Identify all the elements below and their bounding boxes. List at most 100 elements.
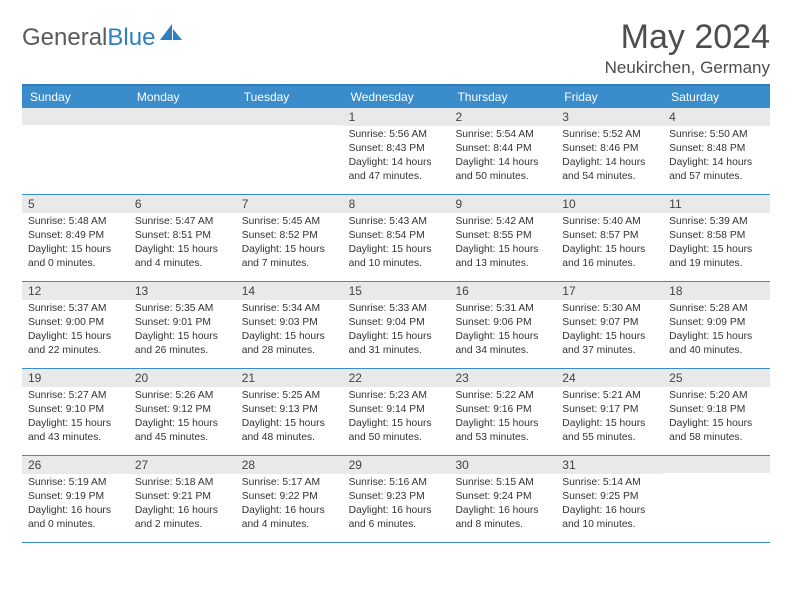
day-details: Sunrise: 5:20 AMSunset: 9:18 PMDaylight:… bbox=[663, 387, 770, 445]
dayname-sunday: Sunday bbox=[22, 86, 129, 108]
day-number: 10 bbox=[556, 195, 663, 213]
day-details: Sunrise: 5:25 AMSunset: 9:13 PMDaylight:… bbox=[236, 387, 343, 445]
brand-part2: Blue bbox=[107, 24, 155, 52]
day-cell-30: 30Sunrise: 5:15 AMSunset: 9:24 PMDayligh… bbox=[449, 456, 556, 542]
day-cell-8: 8Sunrise: 5:43 AMSunset: 8:54 PMDaylight… bbox=[343, 195, 450, 281]
week-row: 1Sunrise: 5:56 AMSunset: 8:43 PMDaylight… bbox=[22, 108, 770, 195]
day-details: Sunrise: 5:50 AMSunset: 8:48 PMDaylight:… bbox=[663, 126, 770, 184]
day-details: Sunrise: 5:22 AMSunset: 9:16 PMDaylight:… bbox=[449, 387, 556, 445]
week-row: 26Sunrise: 5:19 AMSunset: 9:19 PMDayligh… bbox=[22, 456, 770, 543]
day-cell-19: 19Sunrise: 5:27 AMSunset: 9:10 PMDayligh… bbox=[22, 369, 129, 455]
month-title: May 2024 bbox=[605, 18, 770, 57]
day-details: Sunrise: 5:42 AMSunset: 8:55 PMDaylight:… bbox=[449, 213, 556, 271]
brand-logo: GeneralBlue bbox=[22, 24, 184, 52]
title-block: May 2024 Neukirchen, Germany bbox=[605, 18, 770, 78]
day-cell-2: 2Sunrise: 5:54 AMSunset: 8:44 PMDaylight… bbox=[449, 108, 556, 194]
day-cell-15: 15Sunrise: 5:33 AMSunset: 9:04 PMDayligh… bbox=[343, 282, 450, 368]
dayname-friday: Friday bbox=[556, 86, 663, 108]
day-details: Sunrise: 5:37 AMSunset: 9:00 PMDaylight:… bbox=[22, 300, 129, 358]
day-details: Sunrise: 5:33 AMSunset: 9:04 PMDaylight:… bbox=[343, 300, 450, 358]
day-number: 17 bbox=[556, 282, 663, 300]
day-number: 1 bbox=[343, 108, 450, 126]
day-details: Sunrise: 5:40 AMSunset: 8:57 PMDaylight:… bbox=[556, 213, 663, 271]
day-number: 7 bbox=[236, 195, 343, 213]
day-number: 28 bbox=[236, 456, 343, 474]
dayname-tuesday: Tuesday bbox=[236, 86, 343, 108]
day-details: Sunrise: 5:31 AMSunset: 9:06 PMDaylight:… bbox=[449, 300, 556, 358]
day-number: 31 bbox=[556, 456, 663, 474]
day-cell-14: 14Sunrise: 5:34 AMSunset: 9:03 PMDayligh… bbox=[236, 282, 343, 368]
day-number: 27 bbox=[129, 456, 236, 474]
day-details: Sunrise: 5:56 AMSunset: 8:43 PMDaylight:… bbox=[343, 126, 450, 184]
calendar-grid: 1Sunrise: 5:56 AMSunset: 8:43 PMDaylight… bbox=[22, 108, 770, 543]
day-cell-9: 9Sunrise: 5:42 AMSunset: 8:55 PMDaylight… bbox=[449, 195, 556, 281]
day-number: 12 bbox=[22, 282, 129, 300]
day-number: 5 bbox=[22, 195, 129, 213]
day-details: Sunrise: 5:19 AMSunset: 9:19 PMDaylight:… bbox=[22, 474, 129, 532]
day-cell-23: 23Sunrise: 5:22 AMSunset: 9:16 PMDayligh… bbox=[449, 369, 556, 455]
week-row: 5Sunrise: 5:48 AMSunset: 8:49 PMDaylight… bbox=[22, 195, 770, 282]
day-details: Sunrise: 5:30 AMSunset: 9:07 PMDaylight:… bbox=[556, 300, 663, 358]
location-label: Neukirchen, Germany bbox=[605, 58, 770, 78]
day-number: 11 bbox=[663, 195, 770, 213]
week-row: 19Sunrise: 5:27 AMSunset: 9:10 PMDayligh… bbox=[22, 369, 770, 456]
day-number: 18 bbox=[663, 282, 770, 300]
dayname-monday: Monday bbox=[129, 86, 236, 108]
week-row: 12Sunrise: 5:37 AMSunset: 9:00 PMDayligh… bbox=[22, 282, 770, 369]
day-number: 9 bbox=[449, 195, 556, 213]
day-number bbox=[22, 108, 129, 125]
dayname-thursday: Thursday bbox=[449, 86, 556, 108]
day-cell-18: 18Sunrise: 5:28 AMSunset: 9:09 PMDayligh… bbox=[663, 282, 770, 368]
day-number: 22 bbox=[343, 369, 450, 387]
day-number: 19 bbox=[22, 369, 129, 387]
day-cell-12: 12Sunrise: 5:37 AMSunset: 9:00 PMDayligh… bbox=[22, 282, 129, 368]
day-details: Sunrise: 5:14 AMSunset: 9:25 PMDaylight:… bbox=[556, 474, 663, 532]
day-cell-22: 22Sunrise: 5:23 AMSunset: 9:14 PMDayligh… bbox=[343, 369, 450, 455]
day-number: 24 bbox=[556, 369, 663, 387]
day-number: 13 bbox=[129, 282, 236, 300]
brand-part1: General bbox=[22, 24, 107, 52]
day-cell-28: 28Sunrise: 5:17 AMSunset: 9:22 PMDayligh… bbox=[236, 456, 343, 542]
dayname-wednesday: Wednesday bbox=[343, 86, 450, 108]
day-cell-6: 6Sunrise: 5:47 AMSunset: 8:51 PMDaylight… bbox=[129, 195, 236, 281]
day-cell-3: 3Sunrise: 5:52 AMSunset: 8:46 PMDaylight… bbox=[556, 108, 663, 194]
header: GeneralBlue May 2024 Neukirchen, Germany bbox=[22, 18, 770, 78]
day-cell-10: 10Sunrise: 5:40 AMSunset: 8:57 PMDayligh… bbox=[556, 195, 663, 281]
day-details: Sunrise: 5:16 AMSunset: 9:23 PMDaylight:… bbox=[343, 474, 450, 532]
day-cell-20: 20Sunrise: 5:26 AMSunset: 9:12 PMDayligh… bbox=[129, 369, 236, 455]
empty-cell bbox=[22, 108, 129, 194]
calendar: SundayMondayTuesdayWednesdayThursdayFrid… bbox=[22, 84, 770, 543]
day-number: 29 bbox=[343, 456, 450, 474]
day-details: Sunrise: 5:43 AMSunset: 8:54 PMDaylight:… bbox=[343, 213, 450, 271]
day-details: Sunrise: 5:35 AMSunset: 9:01 PMDaylight:… bbox=[129, 300, 236, 358]
day-number: 21 bbox=[236, 369, 343, 387]
day-number: 14 bbox=[236, 282, 343, 300]
day-cell-27: 27Sunrise: 5:18 AMSunset: 9:21 PMDayligh… bbox=[129, 456, 236, 542]
day-cell-26: 26Sunrise: 5:19 AMSunset: 9:19 PMDayligh… bbox=[22, 456, 129, 542]
day-cell-4: 4Sunrise: 5:50 AMSunset: 8:48 PMDaylight… bbox=[663, 108, 770, 194]
day-number: 23 bbox=[449, 369, 556, 387]
day-details: Sunrise: 5:54 AMSunset: 8:44 PMDaylight:… bbox=[449, 126, 556, 184]
day-number: 20 bbox=[129, 369, 236, 387]
day-number bbox=[236, 108, 343, 125]
day-number bbox=[663, 456, 770, 473]
day-details: Sunrise: 5:27 AMSunset: 9:10 PMDaylight:… bbox=[22, 387, 129, 445]
dayname-row: SundayMondayTuesdayWednesdayThursdayFrid… bbox=[22, 86, 770, 108]
day-details: Sunrise: 5:15 AMSunset: 9:24 PMDaylight:… bbox=[449, 474, 556, 532]
day-details: Sunrise: 5:47 AMSunset: 8:51 PMDaylight:… bbox=[129, 213, 236, 271]
day-cell-7: 7Sunrise: 5:45 AMSunset: 8:52 PMDaylight… bbox=[236, 195, 343, 281]
day-cell-25: 25Sunrise: 5:20 AMSunset: 9:18 PMDayligh… bbox=[663, 369, 770, 455]
day-cell-11: 11Sunrise: 5:39 AMSunset: 8:58 PMDayligh… bbox=[663, 195, 770, 281]
day-number: 25 bbox=[663, 369, 770, 387]
day-details: Sunrise: 5:34 AMSunset: 9:03 PMDaylight:… bbox=[236, 300, 343, 358]
empty-cell bbox=[129, 108, 236, 194]
day-number: 15 bbox=[343, 282, 450, 300]
day-number: 8 bbox=[343, 195, 450, 213]
day-number: 2 bbox=[449, 108, 556, 126]
day-cell-16: 16Sunrise: 5:31 AMSunset: 9:06 PMDayligh… bbox=[449, 282, 556, 368]
day-details: Sunrise: 5:17 AMSunset: 9:22 PMDaylight:… bbox=[236, 474, 343, 532]
day-details: Sunrise: 5:39 AMSunset: 8:58 PMDaylight:… bbox=[663, 213, 770, 271]
day-cell-13: 13Sunrise: 5:35 AMSunset: 9:01 PMDayligh… bbox=[129, 282, 236, 368]
day-details: Sunrise: 5:23 AMSunset: 9:14 PMDaylight:… bbox=[343, 387, 450, 445]
day-number: 26 bbox=[22, 456, 129, 474]
